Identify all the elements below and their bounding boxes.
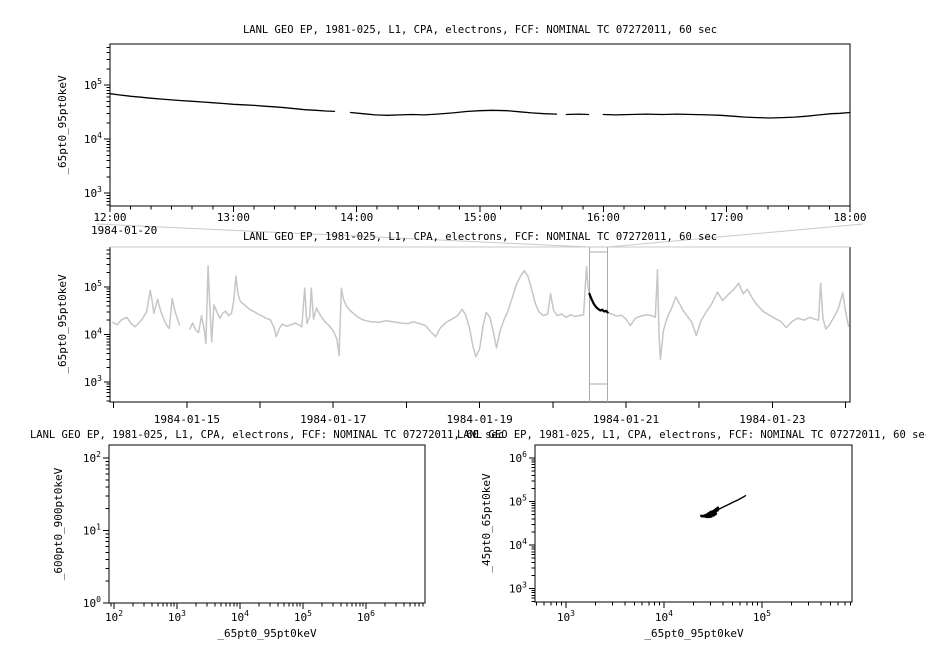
y-tick-label: 105 <box>84 77 102 92</box>
series-electron_flux_65_95keV[interactable] <box>109 93 336 113</box>
plot-frame <box>534 444 853 603</box>
x-tick-label: 18:00 <box>833 211 866 224</box>
x-tick-label: 14:00 <box>340 211 373 224</box>
series-correlation_cluster[interactable] <box>700 506 720 519</box>
overview-plot-title: LANL GEO EP, 1981-025, L1, CPA, electron… <box>243 231 717 243</box>
panel-scatter-600-900[interactable]: 100 101 102 102 103 104 105 106 <box>83 444 426 624</box>
y-tick-label: 103 <box>84 374 102 389</box>
series-electron_flux_65_95keV[interactable] <box>349 109 558 116</box>
y-tick-label: 105 <box>84 279 102 294</box>
zoom-connector-lines <box>96 223 864 248</box>
bottomleft-y-axis-label: _600pt0_900pt0keV <box>52 467 65 580</box>
zoom-connector-left <box>96 223 590 248</box>
panel-overview-timeseries[interactable]: 103 104 105 1984-01-15 1984-01-17 1984-01-19 1… <box>84 246 851 426</box>
x-tick-label: 102 <box>105 609 123 624</box>
plot-area[interactable] <box>109 445 425 603</box>
y-tick-label: 104 <box>509 537 527 552</box>
y-tick-label: 101 <box>83 522 101 537</box>
top-y-axis-label: _65pt0_95pt0keV <box>56 75 69 175</box>
series-electron_flux_65_95keV_highlighted_interval[interactable] <box>588 292 609 314</box>
series-electron_flux_65_95keV_context[interactable] <box>112 289 181 330</box>
x-tick-label: 1984-01-23 <box>739 413 805 426</box>
plot-frame <box>109 247 851 403</box>
zoom-selection-box[interactable] <box>588 247 609 402</box>
panel-scatter-45-65[interactable]: 103 104 105 106 103 104 105 <box>509 444 853 624</box>
y-tick-label: 104 <box>84 131 102 146</box>
top-x-axis-context-date: 1984-01-20 <box>91 224 157 237</box>
plot-area[interactable] <box>110 44 850 206</box>
x-tick-label: 17:00 <box>710 211 743 224</box>
x-tick-label: 103 <box>557 609 575 624</box>
bottomright-plot-title: LANL GEO EP, 1981-025, L1, CPA, electron… <box>457 429 926 441</box>
bottomleft-plot-title: LANL GEO EP, 1981-025, L1, CPA, electron… <box>30 429 504 441</box>
x-tick-label: 1984-01-17 <box>300 413 366 426</box>
x-tick-label: 1984-01-19 <box>447 413 513 426</box>
x-tick-label: 15:00 <box>463 211 496 224</box>
y-tick-label: 100 <box>83 595 101 610</box>
bottomleft-x-axis-label: _65pt0_95pt0keV <box>217 627 317 640</box>
series-electron_flux_65_95keV[interactable] <box>602 111 851 119</box>
plot-area[interactable] <box>110 247 850 402</box>
y-tick-label: 105 <box>509 494 527 509</box>
series-correlation_tail[interactable] <box>717 495 747 511</box>
bottomright-y-axis-label: _45pt0_65pt0keV <box>480 473 493 573</box>
zoom-connector-right <box>607 223 864 248</box>
y-tick-label: 106 <box>509 450 527 465</box>
panel-zoomed-timeseries[interactable]: 103 104 105 12:00 13:00 14:00 15:00 16:00 17:00 1… <box>84 43 867 224</box>
x-tick-label: 13:00 <box>217 211 250 224</box>
x-tick-label: 103 <box>168 609 186 624</box>
x-tick-label: 1984-01-21 <box>593 413 659 426</box>
top-plot-title: LANL GEO EP, 1981-025, L1, CPA, electron… <box>243 24 717 36</box>
plot-area[interactable] <box>535 445 852 602</box>
x-tick-label: 106 <box>357 609 375 624</box>
x-tick-label: 104 <box>655 609 673 624</box>
y-tick-label: 103 <box>509 581 527 596</box>
x-tick-label: 12:00 <box>93 211 126 224</box>
x-tick-label: 105 <box>294 609 312 624</box>
bottomright-x-axis-label: _65pt0_95pt0keV <box>644 627 744 640</box>
x-tick-label: 104 <box>231 609 249 624</box>
series-electron_flux_65_95keV_context[interactable] <box>189 265 850 361</box>
overview-y-axis-label: _65pt0_95pt0keV <box>56 274 69 374</box>
x-tick-label: 105 <box>753 609 771 624</box>
plot-frame <box>109 43 851 207</box>
y-tick-label: 104 <box>84 326 102 341</box>
y-tick-label: 103 <box>84 185 102 200</box>
x-tick-label: 1984-01-15 <box>154 413 220 426</box>
y-tick-label: 102 <box>83 450 101 465</box>
plot-frame <box>108 444 426 604</box>
x-tick-label: 16:00 <box>587 211 620 224</box>
